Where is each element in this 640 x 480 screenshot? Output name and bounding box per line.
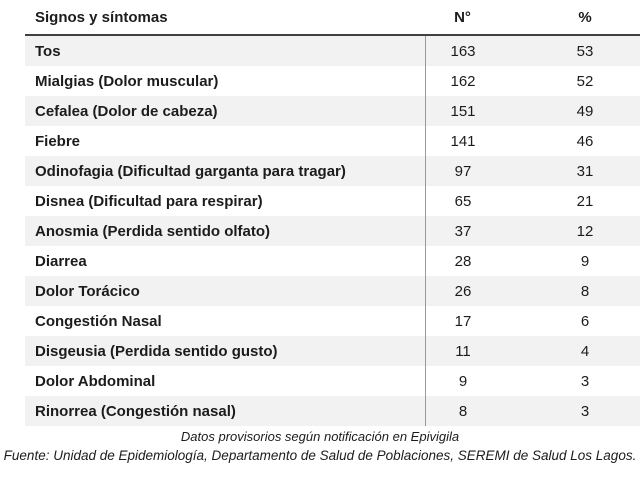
percent-cell: 52 [576, 72, 594, 90]
source-attribution: Fuente: Unidad de Epidemiología, Departa… [3, 448, 637, 463]
symptom-cell: Anosmia (Perdida sentido olfato) [35, 222, 271, 240]
table-row: Dolor Abdominal 9 3 [25, 366, 640, 396]
percent-cell: 3 [580, 372, 590, 390]
column-header-symptoms: Signos y síntomas [35, 8, 168, 26]
symptom-cell: Dolor Abdominal [35, 372, 156, 390]
percent-cell: 49 [576, 102, 594, 120]
symptom-cell: Diarrea [35, 252, 87, 270]
table-row: Dolor Torácico 26 8 [25, 276, 640, 306]
count-cell: 162 [425, 66, 500, 96]
symptom-cell: Disnea (Dificultad para respirar) [35, 192, 263, 210]
count-cell: 163 [425, 36, 500, 66]
count-cell: 8 [425, 396, 500, 426]
count-cell: 26 [425, 276, 500, 306]
percent-cell: 46 [576, 132, 594, 150]
count-cell: 9 [425, 366, 500, 396]
percent-cell: 31 [576, 162, 594, 180]
table-row: Disnea (Dificultad para respirar) 65 21 [25, 186, 640, 216]
table-row: Cefalea (Dolor de cabeza) 151 49 [25, 96, 640, 126]
symptom-cell: Odinofagia (Dificultad garganta para tra… [35, 162, 346, 180]
column-header-count: N° [454, 8, 471, 26]
table-row: Rinorrea (Congestión nasal) 8 3 [25, 396, 640, 426]
table-row: Odinofagia (Dificultad garganta para tra… [25, 156, 640, 186]
percent-cell: 8 [580, 282, 590, 300]
percent-cell: 21 [576, 192, 594, 210]
table-row: Anosmia (Perdida sentido olfato) 37 12 [25, 216, 640, 246]
count-cell: 17 [425, 306, 500, 336]
table-row: Mialgias (Dolor muscular) 162 52 [25, 66, 640, 96]
percent-cell: 53 [576, 42, 594, 60]
table-row: Disgeusia (Perdida sentido gusto) 11 4 [25, 336, 640, 366]
symptom-cell: Cefalea (Dolor de cabeza) [35, 102, 218, 120]
percent-cell: 6 [580, 312, 590, 330]
table-header-row: Signos y síntomas N° % [25, 0, 640, 36]
count-cell: 65 [425, 186, 500, 216]
table-row: Tos 163 53 [25, 36, 640, 66]
symptom-cell: Mialgias (Dolor muscular) [35, 72, 219, 90]
count-cell: 37 [425, 216, 500, 246]
count-cell: 97 [425, 156, 500, 186]
count-cell: 28 [425, 246, 500, 276]
table-row: Diarrea 28 9 [25, 246, 640, 276]
symptom-cell: Fiebre [35, 132, 81, 150]
count-cell: 151 [425, 96, 500, 126]
provisional-data-note: Datos provisorios según notificación en … [180, 429, 460, 444]
symptom-cell: Disgeusia (Perdida sentido gusto) [35, 342, 278, 360]
count-cell: 11 [425, 336, 500, 366]
table-row: Fiebre 141 46 [25, 126, 640, 156]
symptoms-table: Signos y síntomas N° % Tos 163 53 Mialgias … [25, 0, 640, 426]
percent-cell: 12 [576, 222, 594, 240]
table-body: Tos 163 53 Mialgias (Dolor muscular) 162 52 Ce… [25, 36, 640, 426]
symptom-cell: Dolor Torácico [35, 282, 140, 300]
symptom-cell: Tos [35, 42, 61, 60]
table-row: Congestión Nasal 17 6 [25, 306, 640, 336]
percent-cell: 3 [580, 402, 590, 420]
column-header-percent: % [578, 8, 592, 26]
symptom-cell: Congestión Nasal [35, 312, 162, 330]
symptom-cell: Rinorrea (Congestión nasal) [35, 402, 236, 420]
count-cell: 141 [425, 126, 500, 156]
percent-cell: 9 [580, 252, 590, 270]
percent-cell: 4 [580, 342, 590, 360]
